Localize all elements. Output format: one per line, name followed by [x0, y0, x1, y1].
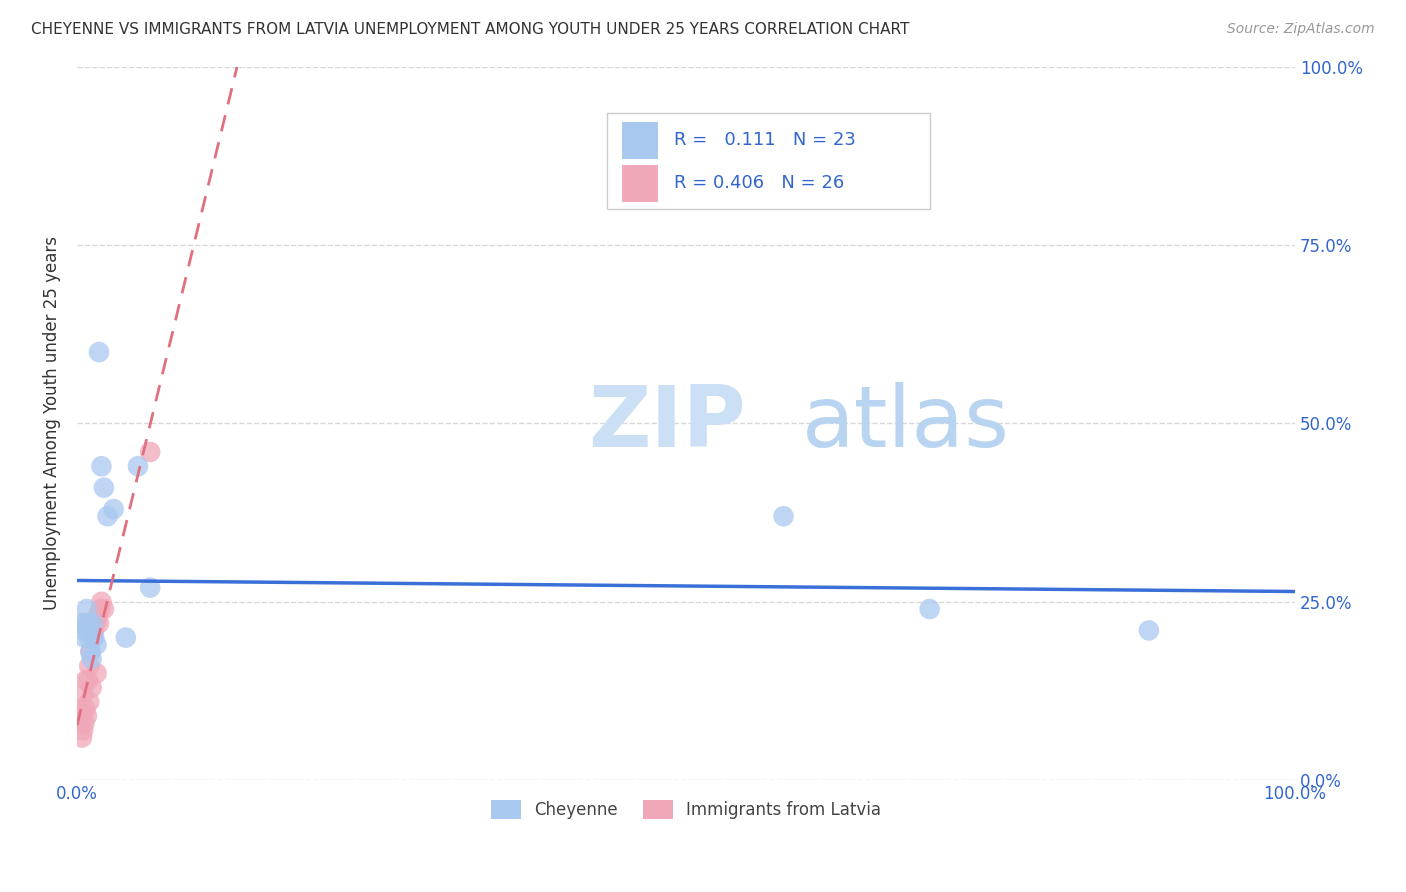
Point: [772, 509, 794, 524]
Text: R =   0.111   N = 23: R = 0.111 N = 23: [673, 131, 856, 149]
Y-axis label: Unemployment Among Youth under 25 years: Unemployment Among Youth under 25 years: [44, 236, 60, 610]
Point: [93, 602, 115, 616]
Point: [86, 666, 108, 681]
Point: [76, 602, 98, 616]
Point: [69, 716, 91, 731]
Point: [70, 702, 93, 716]
Point: [103, 502, 125, 516]
Point: [127, 459, 149, 474]
Point: [79, 645, 101, 659]
Text: Source: ZipAtlas.com: Source: ZipAtlas.com: [1227, 22, 1375, 37]
Bar: [621, 122, 658, 160]
Point: [77, 695, 100, 709]
Point: [83, 631, 105, 645]
Text: atlas: atlas: [801, 382, 1010, 465]
FancyBboxPatch shape: [607, 113, 929, 210]
Point: [77, 659, 100, 673]
Point: [86, 638, 108, 652]
Point: [139, 445, 162, 459]
Point: [72, 688, 94, 702]
Point: [90, 595, 112, 609]
Point: [70, 731, 93, 745]
Point: [82, 616, 104, 631]
Point: [75, 616, 97, 631]
Text: R = 0.406   N = 26: R = 0.406 N = 26: [673, 174, 844, 192]
Point: [72, 723, 94, 738]
Text: ZIP: ZIP: [589, 382, 747, 465]
Point: [76, 709, 98, 723]
Point: [139, 581, 162, 595]
Point: [75, 673, 97, 688]
Point: [918, 602, 941, 616]
Point: [87, 609, 110, 624]
Point: [73, 631, 96, 645]
Legend: Cheyenne, Immigrants from Latvia: Cheyenne, Immigrants from Latvia: [484, 793, 887, 825]
Point: [73, 716, 96, 731]
Point: [83, 624, 105, 638]
Point: [96, 509, 118, 524]
Point: [84, 616, 107, 631]
Point: [79, 645, 101, 659]
Text: CHEYENNE VS IMMIGRANTS FROM LATVIA UNEMPLOYMENT AMONG YOUTH UNDER 25 YEARS CORRE: CHEYENNE VS IMMIGRANTS FROM LATVIA UNEMP…: [31, 22, 910, 37]
Point: [1137, 624, 1160, 638]
Point: [77, 673, 100, 688]
Point: [77, 631, 100, 645]
Point: [93, 481, 115, 495]
Point: [76, 616, 98, 631]
Point: [80, 652, 103, 666]
Point: [80, 681, 103, 695]
Point: [114, 631, 136, 645]
Point: [72, 624, 94, 638]
Point: [89, 602, 111, 616]
Point: [87, 345, 110, 359]
Point: [69, 616, 91, 631]
Point: [90, 459, 112, 474]
Point: [77, 616, 100, 631]
Point: [75, 702, 97, 716]
Point: [87, 616, 110, 631]
Point: [69, 709, 91, 723]
Bar: [621, 165, 658, 202]
Point: [82, 631, 104, 645]
